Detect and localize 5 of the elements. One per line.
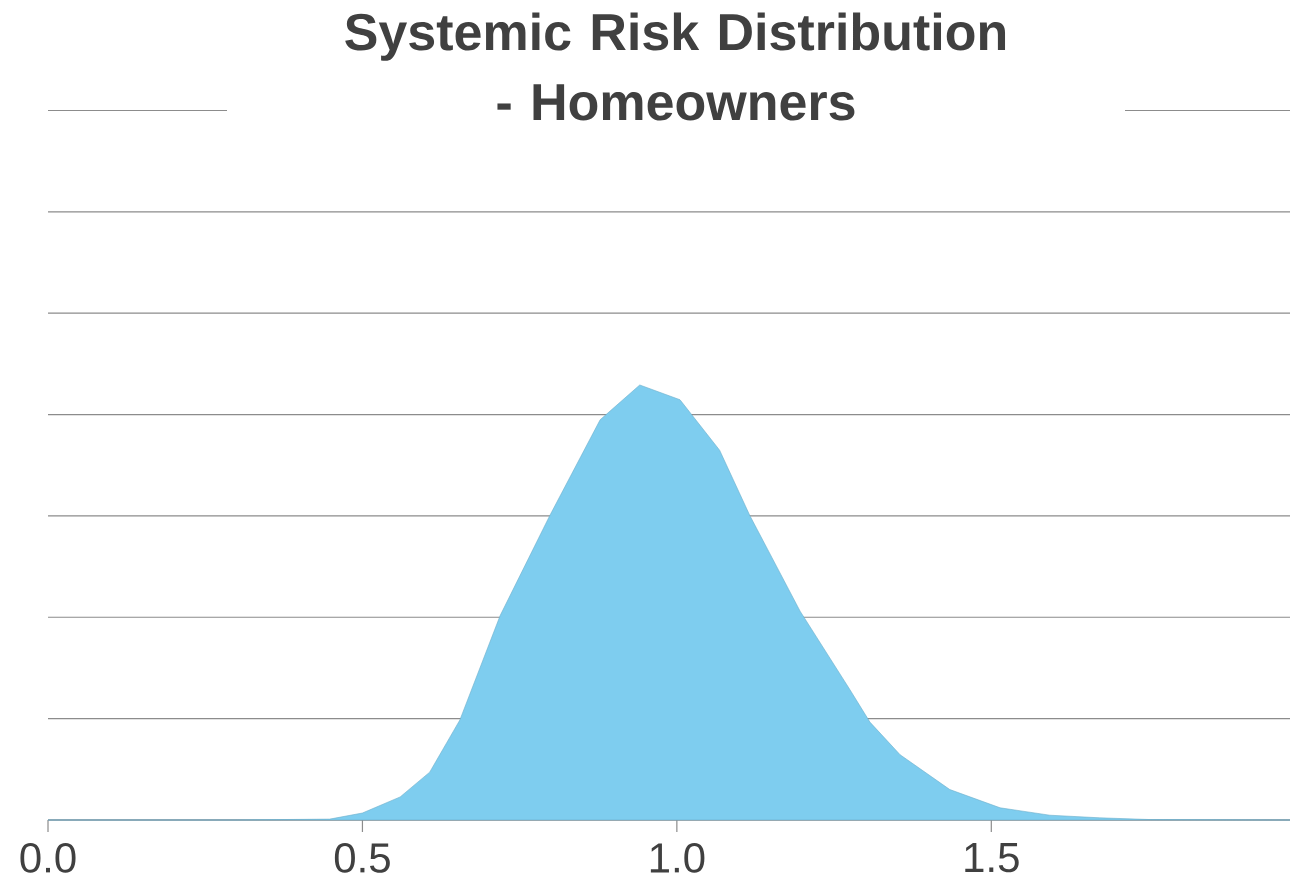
x-tick-label: 1.5 [965,843,1019,873]
x-tick-label: 1.0 [650,843,705,873]
x-tick-label: 0.0 [20,843,76,873]
x-tick-label: 0.5 [334,843,390,873]
chart-title: Systemic Risk Distribution - Homeowners [345,12,1006,121]
